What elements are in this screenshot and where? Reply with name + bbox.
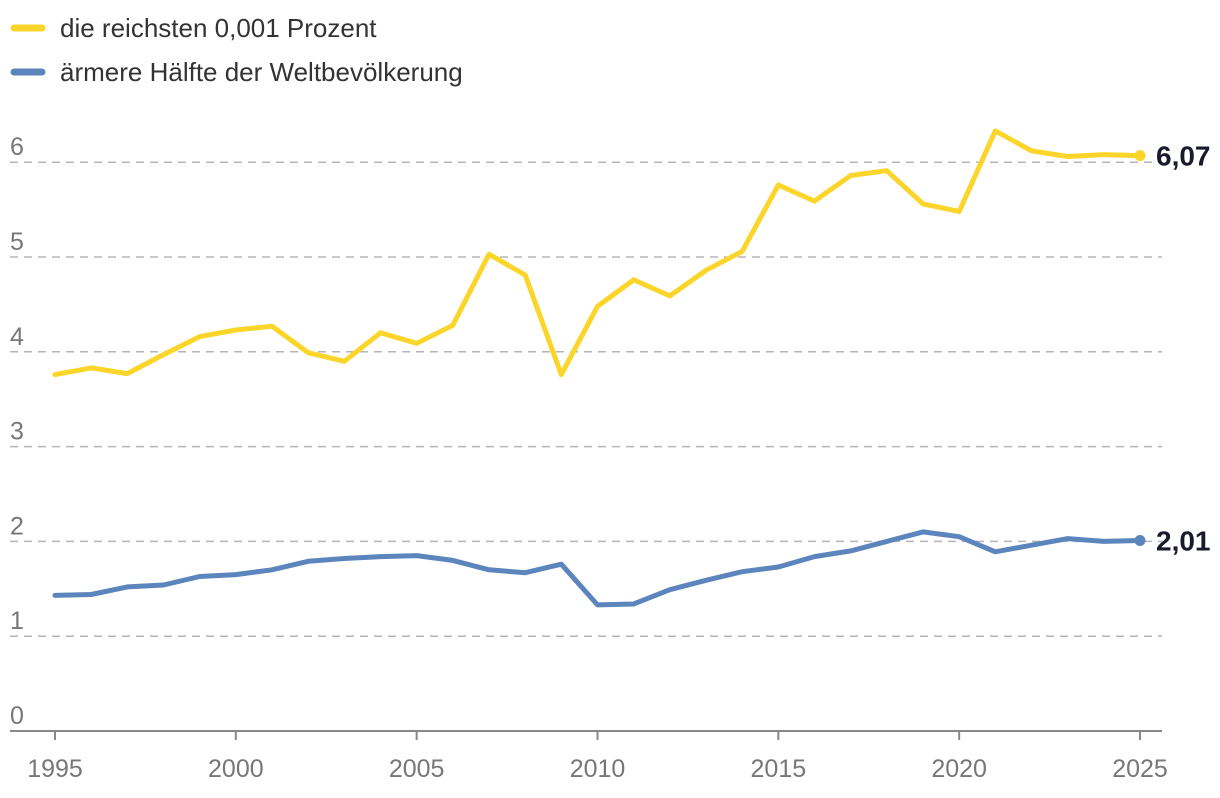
legend-item-poorer-half: ärmere Hälfte der Weltbevölkerung bbox=[10, 57, 463, 87]
series-end-dot-1 bbox=[1134, 534, 1146, 546]
legend-item-richest: die reichsten 0,001 Prozent bbox=[10, 13, 377, 43]
x-tick-label-2020: 2020 bbox=[931, 755, 987, 783]
y-axis-ticks: 0 1 2 3 4 5 6 bbox=[10, 133, 24, 730]
y-tick-label-1: 1 bbox=[10, 607, 24, 635]
x-tick-label-2005: 2005 bbox=[389, 755, 445, 783]
series-line-0 bbox=[52, 128, 1143, 378]
y-tick-label-5: 5 bbox=[10, 228, 24, 256]
series-end-dot-0 bbox=[1134, 150, 1146, 162]
legend-label-poorer-half: ärmere Hälfte der Weltbevölkerung bbox=[60, 57, 463, 87]
legend-label-richest: die reichsten 0,001 Prozent bbox=[60, 13, 377, 43]
legend: die reichsten 0,001 Prozent ärmere Hälft… bbox=[10, 13, 463, 87]
y-tick-label-4: 4 bbox=[10, 323, 24, 351]
gridlines bbox=[10, 161, 1162, 637]
series-end-label-0: 6,07 bbox=[1156, 141, 1211, 172]
series-end-label-1: 2,01 bbox=[1156, 525, 1211, 556]
series-lines bbox=[52, 128, 1143, 608]
end-labels: 6,07 2,01 bbox=[1134, 141, 1211, 556]
y-tick-label-3: 3 bbox=[10, 418, 24, 446]
x-tick-label-2015: 2015 bbox=[751, 755, 807, 783]
y-tick-label-2: 2 bbox=[10, 512, 24, 540]
x-axis: 1995 2000 2005 2010 2015 2020 2025 bbox=[10, 730, 1168, 783]
y-tick-label-0: 0 bbox=[10, 702, 24, 730]
x-tick-label-1995: 1995 bbox=[27, 755, 83, 783]
y-tick-label-6: 6 bbox=[10, 133, 24, 161]
series-line-1 bbox=[52, 529, 1143, 608]
x-tick-label-2010: 2010 bbox=[570, 755, 626, 783]
x-tick-label-2025: 2025 bbox=[1112, 755, 1168, 783]
x-tick-label-2000: 2000 bbox=[208, 755, 264, 783]
